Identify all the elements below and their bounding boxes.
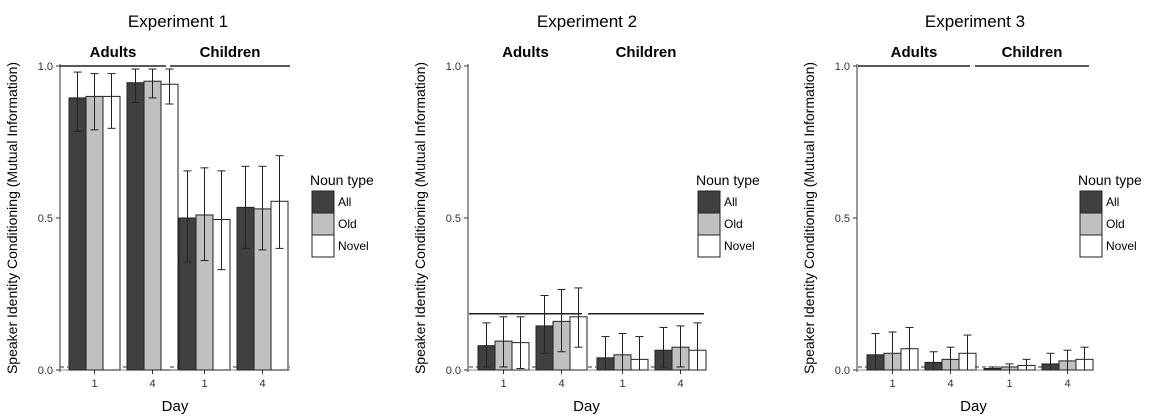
y-axis-label: Speaker Identity Conditioning (Mutual In… [4, 62, 20, 374]
x-tick-label: 1 [201, 378, 207, 390]
legend: Noun type All Old Novel [310, 172, 374, 258]
y-tick-label: 0.0 [38, 365, 53, 377]
legend-swatch-novel [697, 234, 721, 258]
bar-old [85, 95, 104, 371]
legend-swatch-all [311, 190, 335, 214]
legend-swatch-all [1079, 190, 1103, 214]
legend-label-novel: Novel [724, 239, 755, 253]
y-tick-label: 0.5 [446, 213, 461, 225]
legend-label-all: All [724, 195, 737, 209]
legend-title: Noun type [1078, 172, 1142, 188]
y-tick-label: 1.0 [38, 61, 53, 73]
x-tick-label: 4 [677, 378, 683, 390]
x-axis-label: Day [573, 398, 600, 415]
bar-old [143, 80, 162, 371]
chart-title: Experiment 1 [128, 12, 228, 31]
chart-experiment-1: Experiment 1 Speaker Identity Conditionin… [4, 12, 374, 415]
legend-swatch-old [311, 212, 335, 236]
x-tick-label: 4 [947, 378, 953, 390]
y-axis-label: Speaker Identity Conditioning (Mutual In… [412, 62, 428, 374]
x-tick-label: 1 [889, 378, 895, 390]
x-axis-label: Day [960, 398, 987, 415]
legend-title: Noun type [310, 172, 374, 188]
chart-title: Experiment 2 [537, 12, 637, 31]
x-tick-label: 4 [149, 378, 155, 390]
bar-all [126, 82, 145, 371]
x-tick-label: 1 [500, 378, 506, 390]
legend: Noun type All Old Novel [1078, 172, 1142, 258]
legend-label-old: Old [1106, 217, 1125, 231]
x-tick-label: 4 [558, 378, 564, 390]
facet-label-adults: Adults [90, 44, 137, 61]
y-axis-label: Speaker Identity Conditioning (Mutual In… [801, 62, 817, 374]
bar-all [68, 97, 87, 371]
facet-label-adults: Adults [891, 44, 938, 61]
bar-novel [160, 83, 179, 371]
y-tick-label: 1.0 [446, 61, 461, 73]
facet-label-children: Children [616, 44, 677, 61]
bar-novel [102, 95, 121, 371]
legend-label-novel: Novel [1106, 239, 1137, 253]
y-tick-label: 0.0 [835, 365, 850, 377]
facet-label-children: Children [200, 44, 261, 61]
chart-title: Experiment 3 [925, 12, 1025, 31]
x-tick-label: 4 [1064, 378, 1070, 390]
x-tick-label: 1 [619, 378, 625, 390]
facet-label-children: Children [1002, 44, 1063, 61]
legend-label-old: Old [338, 217, 357, 231]
x-axis-label: Day [162, 398, 189, 415]
legend-swatch-all [697, 190, 721, 214]
y-tick-label: 0.5 [38, 213, 53, 225]
facet-label-adults: Adults [502, 44, 549, 61]
x-tick-label: 1 [1006, 378, 1012, 390]
legend-swatch-old [697, 212, 721, 236]
x-tick-label: 4 [259, 378, 265, 390]
x-tick-label: 1 [91, 378, 97, 390]
legend-swatch-old [1079, 212, 1103, 236]
legend-swatch-novel [311, 234, 335, 258]
legend-label-all: All [338, 195, 351, 209]
legend-label-all: All [1106, 195, 1119, 209]
legend-label-novel: Novel [338, 239, 369, 253]
legend-title: Noun type [696, 172, 760, 188]
chart-experiment-2: Experiment 2 Speaker Identity Conditionin… [412, 12, 760, 415]
y-tick-label: 0.5 [835, 213, 850, 225]
legend: Noun type All Old Novel [696, 172, 760, 258]
y-tick-label: 1.0 [835, 61, 850, 73]
chart-experiment-3: Experiment 3 Speaker Identity Conditionin… [801, 12, 1142, 415]
y-tick-label: 0.0 [446, 365, 461, 377]
legend-label-old: Old [724, 217, 743, 231]
legend-swatch-novel [1079, 234, 1103, 258]
